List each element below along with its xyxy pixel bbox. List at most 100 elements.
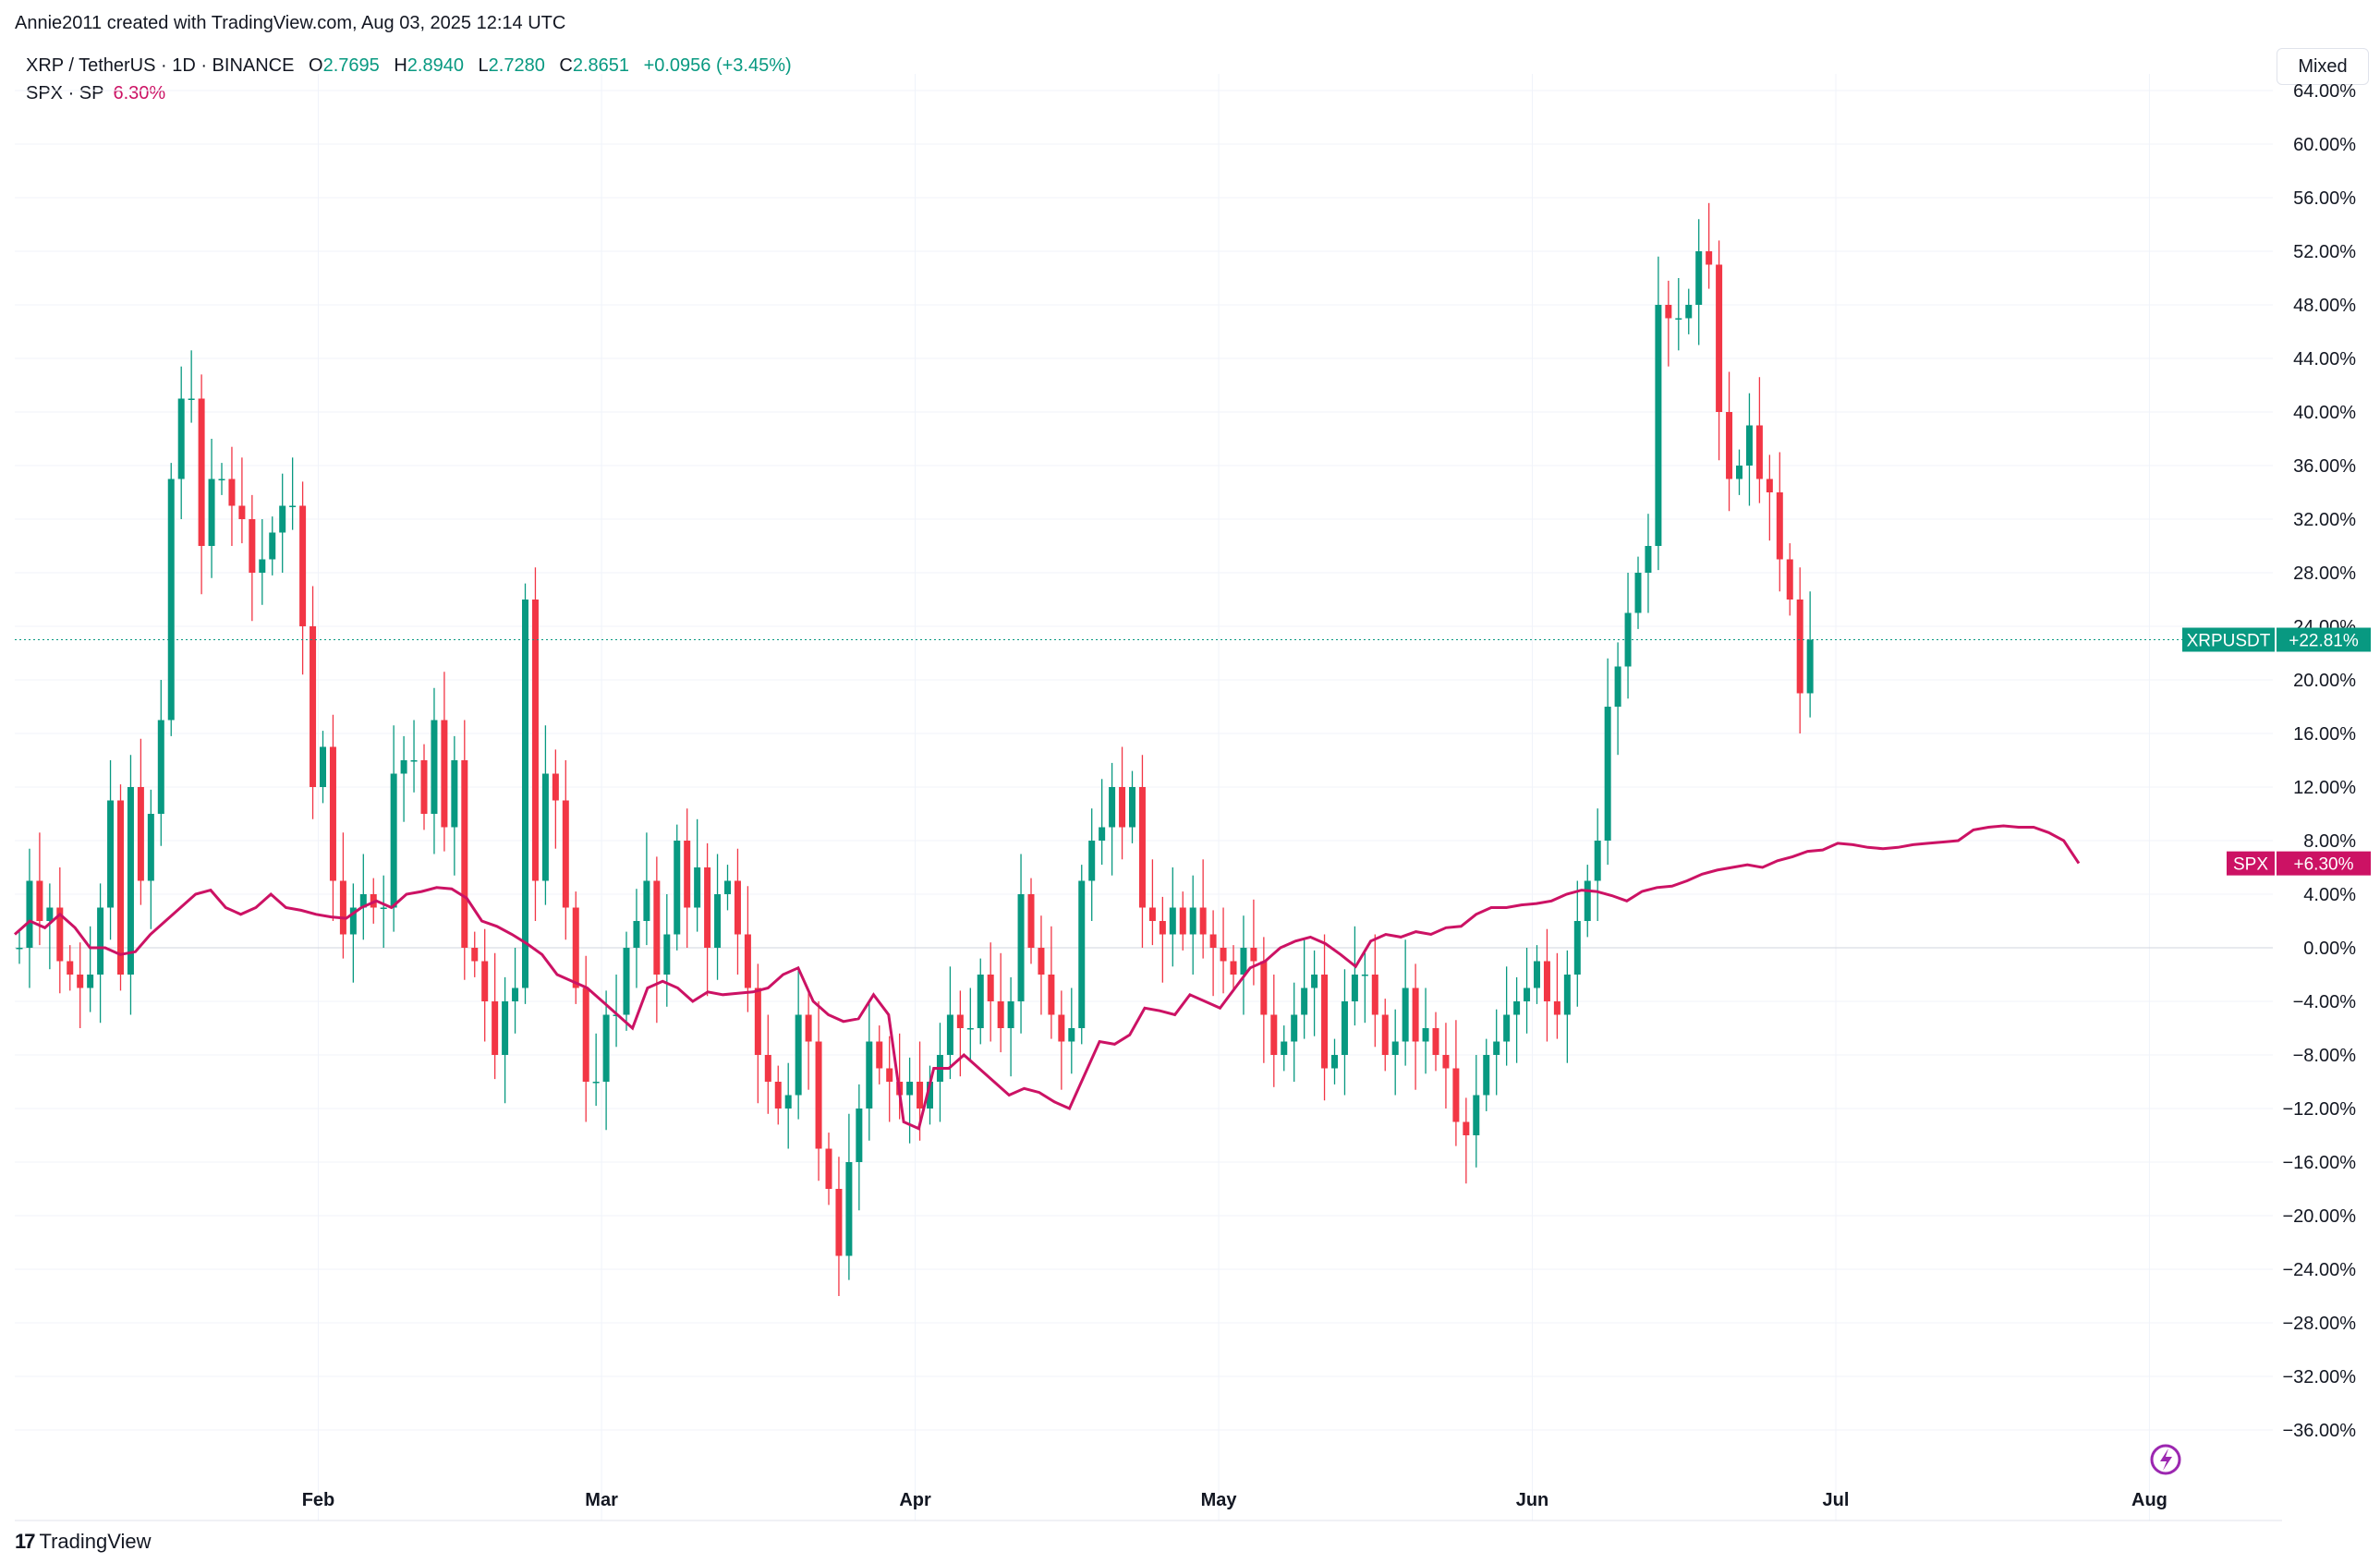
candle xyxy=(1109,762,1116,876)
x-tick-label: Apr xyxy=(899,1490,931,1510)
candle xyxy=(1493,1009,1500,1096)
candle xyxy=(1422,987,1429,1074)
candle xyxy=(1361,950,1368,1024)
candle xyxy=(1766,454,1773,541)
candle xyxy=(572,891,579,1004)
tradingview-brand: TradingView xyxy=(39,1530,152,1553)
spx-tag-value-box xyxy=(2277,851,2371,876)
candle xyxy=(592,1033,600,1107)
y-tick-label: −36.00% xyxy=(2282,1421,2356,1441)
candle xyxy=(1534,945,1540,1004)
candle xyxy=(623,931,630,1031)
candle xyxy=(1685,288,1693,334)
candle xyxy=(299,481,307,675)
x-axis[interactable]: Feb Mar Apr May Jun Jul Aug xyxy=(302,1490,2168,1510)
candle xyxy=(1442,1023,1450,1109)
candle xyxy=(704,842,711,997)
candle xyxy=(289,457,297,530)
candle xyxy=(956,990,964,1077)
candle xyxy=(77,942,84,1028)
candle xyxy=(784,1062,792,1149)
candle xyxy=(1695,219,1703,345)
y-tick-label: 16.00% xyxy=(2293,724,2356,745)
tradingview-mark-icon: 17 xyxy=(15,1530,36,1553)
candle xyxy=(1179,891,1186,951)
candle xyxy=(987,942,994,1042)
candle xyxy=(320,731,326,804)
candle xyxy=(16,931,23,964)
candle xyxy=(734,848,741,975)
candle xyxy=(1138,755,1146,948)
candle xyxy=(97,883,104,1024)
y-tick-label: −32.00% xyxy=(2282,1367,2356,1387)
price-tags: XRPUSDT +22.81% SPX +6.30% xyxy=(2182,627,2371,876)
candle xyxy=(1371,934,1378,1048)
candle xyxy=(177,366,185,519)
candle xyxy=(653,856,661,1024)
candle xyxy=(117,784,124,991)
candle xyxy=(1311,950,1318,1036)
xrp-candles xyxy=(16,202,1814,1296)
candle xyxy=(886,1036,893,1122)
y-tick-label: −24.00% xyxy=(2282,1260,2356,1280)
candle xyxy=(1088,808,1096,921)
candle xyxy=(1058,990,1065,1090)
candle xyxy=(390,725,397,932)
candle xyxy=(552,749,559,849)
candle xyxy=(714,854,722,980)
spx-tag-value: +6.30% xyxy=(2294,855,2354,875)
candle xyxy=(1503,966,1511,1066)
candle xyxy=(188,350,195,423)
candle xyxy=(1027,878,1035,964)
y-tick-label: 40.00% xyxy=(2293,403,2356,423)
tradingview-logo[interactable]: 17 TradingView xyxy=(15,1530,152,1554)
y-tick-label: 36.00% xyxy=(2293,456,2356,477)
xrp-tag-name-box xyxy=(2182,627,2275,652)
x-tick-label: Jun xyxy=(1516,1490,1549,1510)
candle xyxy=(512,948,519,1034)
y-tick-label: −4.00% xyxy=(2293,992,2357,1012)
legend-open-label: O xyxy=(309,55,323,76)
candle xyxy=(380,875,387,948)
candle xyxy=(410,720,418,793)
y-tick-label: −28.00% xyxy=(2282,1314,2356,1334)
candle xyxy=(279,473,286,573)
y-axis[interactable]: 64.00% 60.00% 56.00% 52.00% 48.00% 44.00% 40.0… xyxy=(2282,81,2356,1441)
candle xyxy=(471,931,479,977)
scale-mode-button[interactable]: Mixed xyxy=(2277,48,2369,85)
candle xyxy=(1331,1038,1338,1084)
candle xyxy=(774,1065,782,1125)
candle xyxy=(1755,377,1763,503)
legend-spx-label[interactable]: SPX · SP xyxy=(26,83,104,103)
candle xyxy=(754,963,761,1104)
y-tick-label: 52.00% xyxy=(2293,242,2356,262)
candle xyxy=(157,680,164,846)
candle xyxy=(147,789,154,929)
legend-symbol: XRP / TetherUS · 1D · BINANCE xyxy=(26,55,295,76)
candle xyxy=(1524,948,1531,1034)
x-tick-label: Jul xyxy=(1823,1490,1850,1510)
spx-tag-name: SPX xyxy=(2233,855,2268,875)
candle xyxy=(1432,1012,1439,1072)
spx-price-tag: SPX +6.30% xyxy=(2227,851,2371,876)
candle xyxy=(1250,899,1257,986)
candle xyxy=(339,832,346,959)
candle xyxy=(927,1065,933,1125)
candle xyxy=(400,735,407,822)
lightning-icon[interactable] xyxy=(2150,1444,2181,1475)
candle xyxy=(1463,1097,1470,1184)
candle xyxy=(1806,591,1814,718)
candle xyxy=(137,738,144,905)
xrp-price-tag: XRPUSDT +22.81% xyxy=(2182,627,2371,652)
legend-high-label: H xyxy=(394,55,407,76)
candle xyxy=(1726,371,1733,512)
candle xyxy=(349,883,357,983)
y-tick-label: 44.00% xyxy=(2293,349,2356,370)
candle xyxy=(359,854,367,940)
candle xyxy=(977,958,984,1045)
candle xyxy=(643,832,650,946)
y-tick-label: 60.00% xyxy=(2293,135,2356,155)
candle xyxy=(1716,240,1723,461)
candle xyxy=(1281,1025,1288,1072)
